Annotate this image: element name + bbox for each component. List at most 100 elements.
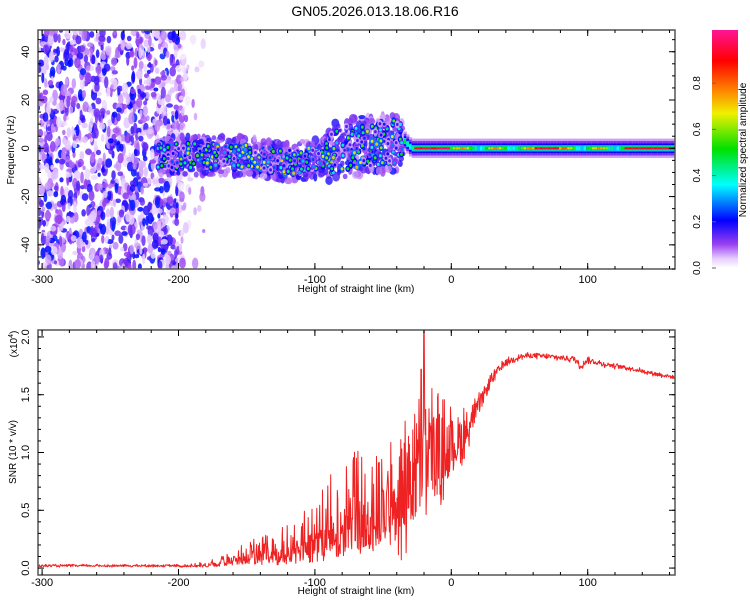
spectrogram-y-tick-label: 20 [20,94,32,106]
spectrogram-cell [62,65,67,71]
spectrogram-cell [99,223,107,235]
spectrogram-cell [136,97,143,108]
spectrogram-cell [531,147,536,150]
spectrogram-cell [81,245,86,253]
spectrogram-cell [129,50,135,58]
snr-x-tick-label: 100 [579,577,597,589]
spectrogram-cell [84,47,90,56]
spectrogram-cell [137,214,142,223]
spectrogram-cell [133,57,138,69]
spectrogram-cell [311,148,315,152]
spectrogram-cell [370,139,374,143]
spectrogram-cell [632,147,636,150]
spectrogram-cell [142,105,148,116]
spectrogram-cell [76,102,81,109]
spectrogram-cell [126,81,132,87]
spectrogram-cell [649,147,653,150]
spectrogram-cell [103,261,109,269]
spectrogram-frame [37,29,676,270]
spectrogram-cell [137,263,142,269]
spectrogram-cell [193,171,199,178]
spectrogram-cell [191,98,195,109]
spectrogram-cell [463,147,467,150]
spectrogram-cell [147,53,152,62]
spectrogram-cell [75,124,80,137]
spectrogram-cell [106,87,111,97]
spectrogram-cell [64,30,72,40]
spectrogram-cell [619,147,623,150]
spectrogram-cell [114,53,121,59]
spectrogram-cell [38,65,42,74]
spectrogram-cell [662,147,666,150]
spectrogram-cell [81,122,88,129]
spectrogram-cell [93,140,98,148]
spectrogram-cell [65,215,71,223]
spectrogram-cell [95,49,100,59]
spectrogram-cell [206,144,210,148]
spectrogram-cell [53,185,59,191]
spectrogram-cell [193,112,198,121]
spectrogram-cell [98,122,106,130]
spectrogram-cell [605,147,609,150]
spectrogram-cell [180,228,185,239]
spectrogram-cell [182,222,189,234]
spectrogram-cell [253,151,257,155]
spectrogram-y-tick-label: -20 [20,189,32,205]
spectrogram-cell [526,147,530,150]
spectrogram-cell [147,212,154,225]
spectrogram-cell [69,106,74,114]
spectrogram-cell [166,153,170,157]
spectrogram-cell [138,166,144,178]
spectrogram-cell [82,231,87,243]
spectrogram-cell [199,191,206,202]
spectrogram-cell [41,232,45,241]
spectrogram-cell [81,209,86,217]
spectrogram-cell [154,59,158,66]
spectrogram-cell [79,109,83,119]
spectrogram-cell [83,54,89,63]
spectrogram-cell [192,162,196,166]
spectrogram-cell [512,147,516,150]
spectrogram-cell [95,149,102,156]
spectrogram-cell [288,158,292,162]
snr-ticks: -300 -200 -100 0 100 0.0 0.5 1.0 1.5 2.0 [20,329,675,589]
spectrogram-cell [84,239,89,245]
spectrogram-cell [303,154,307,158]
spectrogram-cell [81,193,89,201]
spectrogram-cell [329,160,333,164]
spectrogram-cell [99,107,106,115]
spectrogram-cell [138,60,144,70]
spectrogram-cell [245,170,254,176]
spectrogram-cell [515,147,519,150]
spectrogram-cell [156,165,160,169]
spectrogram-cell [330,167,334,171]
spectrogram-cell [384,156,388,160]
spectrogram-cell [293,159,297,163]
spectrogram-cell [147,128,154,135]
spectrogram-cell [135,70,143,78]
spectrogram-cell [121,231,128,236]
spectrogram-cell [229,145,233,149]
spectrogram-cell [58,158,66,165]
spectrogram-cell [340,167,344,171]
spectrogram-cell [358,115,366,120]
spectrogram-cell [523,147,527,150]
spectrogram-cell [100,133,105,142]
spectrogram-cell [146,234,152,245]
spectrogram-cell [131,152,135,164]
spectrogram-cell [114,182,119,194]
spectrogram-cell [306,167,310,171]
spectrogram-cell [200,153,204,157]
spectrogram-cell [146,225,152,230]
spectrogram-cell [76,180,81,192]
spectrogram-cell [110,179,115,184]
spectrogram-cell [147,202,153,211]
spectrogram-cell [42,89,49,96]
spectrogram-cell [52,31,59,43]
spectrogram-cell [352,151,356,155]
spectrogram-cell [158,177,165,184]
spectrogram-y-tick-label: 40 [20,46,32,58]
spectrogram-cell [141,235,146,247]
spectrogram-cell [126,156,133,162]
